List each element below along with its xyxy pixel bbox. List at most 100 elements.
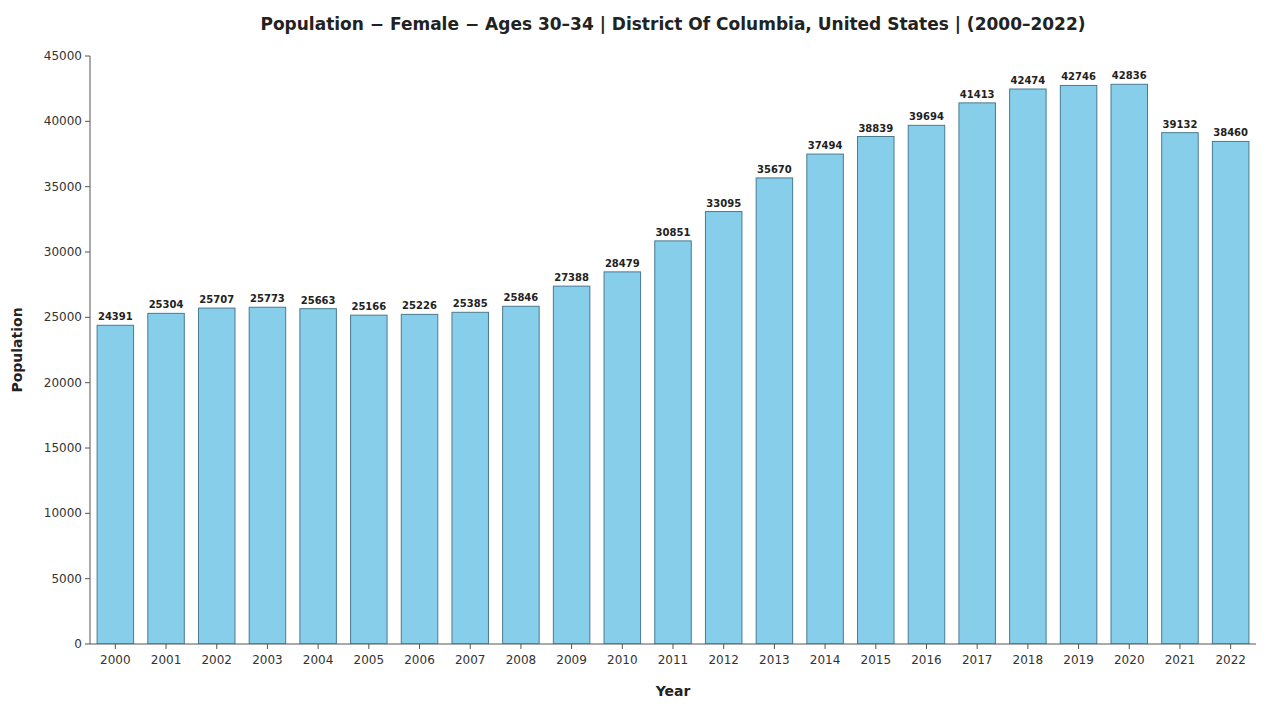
data-labels: 2439125304257072577325663251662522625385… — [98, 70, 1248, 322]
data-label: 39132 — [1163, 119, 1198, 130]
y-tick-label: 15000 — [44, 441, 82, 455]
y-axis-label: Population — [9, 307, 25, 392]
x-tick-label: 2009 — [556, 653, 587, 667]
x-tick — [673, 644, 674, 649]
bar — [1162, 133, 1199, 644]
x-tick-label: 2005 — [354, 653, 385, 667]
data-label: 35670 — [757, 164, 792, 175]
x-tick-label: 2015 — [861, 653, 892, 667]
data-label: 25707 — [199, 294, 234, 305]
x-tick — [825, 644, 826, 649]
x-axis-label: Year — [655, 683, 691, 699]
bar — [959, 103, 996, 644]
y-tick-label: 35000 — [44, 180, 82, 194]
data-label: 25773 — [250, 293, 285, 304]
data-label: 24391 — [98, 311, 133, 322]
data-label: 41413 — [960, 89, 995, 100]
x-tick — [318, 644, 319, 649]
bar — [351, 315, 388, 644]
bar — [300, 309, 337, 644]
title: Population − Female − Ages 30–34 | Distr… — [260, 14, 1085, 34]
data-label: 38839 — [858, 123, 893, 134]
x-tick-label: 2001 — [151, 653, 182, 667]
x-tick — [622, 644, 623, 649]
x-tick-label: 2002 — [201, 653, 232, 667]
data-label: 42836 — [1112, 70, 1147, 81]
y-tick — [85, 252, 90, 253]
y-tick — [85, 56, 90, 57]
y-tick-label: 25000 — [44, 310, 82, 324]
x-tick — [166, 644, 167, 649]
y-tick-label: 20000 — [44, 376, 82, 390]
data-label: 39694 — [909, 111, 944, 122]
bar — [452, 312, 489, 644]
bar — [756, 178, 793, 644]
x-tick-label: 2014 — [810, 653, 841, 667]
bar — [249, 307, 286, 644]
x-tick-label: 2000 — [100, 653, 131, 667]
x-tick — [977, 644, 978, 649]
x-tick-label: 2020 — [1114, 653, 1145, 667]
y-tick-label: 0 — [74, 637, 82, 651]
bar — [1060, 85, 1097, 644]
x-tick — [723, 644, 724, 649]
x-tick — [520, 644, 521, 649]
y-tick — [85, 448, 90, 449]
x-tick — [115, 644, 116, 649]
x-tick-label: 2008 — [506, 653, 537, 667]
x-tick-label: 2016 — [911, 653, 942, 667]
x-tick — [1027, 644, 1028, 649]
y-tick-label: 10000 — [44, 506, 82, 520]
x-tick — [571, 644, 572, 649]
bar — [705, 212, 742, 644]
data-label: 25304 — [149, 299, 184, 310]
bar — [198, 308, 235, 644]
x-tick — [1179, 644, 1180, 649]
data-label: 28479 — [605, 258, 640, 269]
background — [0, 0, 1280, 720]
y-tick-label: 30000 — [44, 245, 82, 259]
x-tick — [774, 644, 775, 649]
x-tick — [875, 644, 876, 649]
x-tick — [926, 644, 927, 649]
x-tick-label: 2003 — [252, 653, 283, 667]
bars — [97, 84, 1249, 644]
y-tick — [85, 317, 90, 318]
x-tick-label: 2011 — [658, 653, 689, 667]
chart-container: Population − Female − Ages 30–34 | Distr… — [0, 0, 1280, 720]
y-tick — [85, 513, 90, 514]
x-tick-label: 2012 — [708, 653, 739, 667]
x-tick-label: 2017 — [962, 653, 993, 667]
x-tick — [368, 644, 369, 649]
bar — [553, 286, 590, 644]
x-tick-label: 2019 — [1063, 653, 1094, 667]
data-label: 25846 — [504, 292, 539, 303]
data-label: 25226 — [402, 300, 437, 311]
y-tick — [85, 186, 90, 187]
x-tick — [267, 644, 268, 649]
data-label: 25663 — [301, 295, 336, 306]
x-tick-label: 2013 — [759, 653, 790, 667]
bar — [401, 314, 438, 644]
bar — [97, 325, 134, 644]
chart-svg: Population − Female − Ages 30–34 | Distr… — [0, 0, 1280, 720]
bar — [1111, 84, 1148, 644]
data-label: 42474 — [1010, 75, 1045, 86]
x-tick-label: 2022 — [1215, 653, 1246, 667]
x-tick — [216, 644, 217, 649]
y-axis: 0500010000150002000025000300003500040000… — [44, 49, 90, 651]
x-tick-label: 2007 — [455, 653, 486, 667]
x-tick — [1078, 644, 1079, 649]
y-tick — [85, 644, 90, 645]
bar — [807, 154, 844, 644]
y-tick-label: 5000 — [51, 572, 82, 586]
x-tick — [1129, 644, 1130, 649]
bar — [604, 272, 641, 644]
x-tick-label: 2006 — [404, 653, 435, 667]
data-label: 42746 — [1061, 71, 1096, 82]
x-tick — [470, 644, 471, 649]
y-tick — [85, 121, 90, 122]
x-tick-label: 2004 — [303, 653, 334, 667]
y-axis-line — [90, 56, 91, 644]
data-label: 27388 — [554, 272, 589, 283]
